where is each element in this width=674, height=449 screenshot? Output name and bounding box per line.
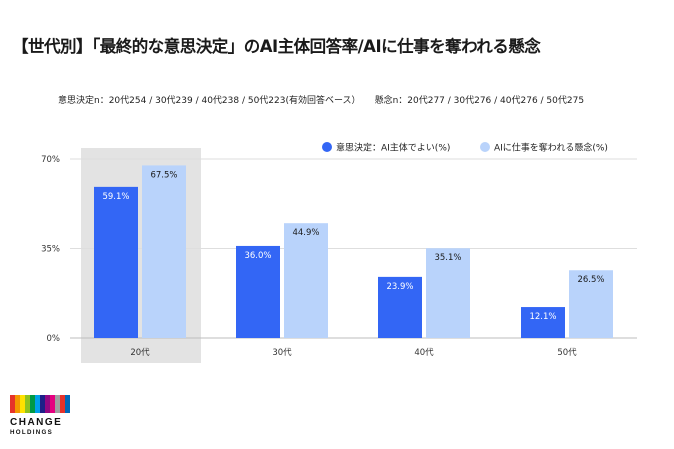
logo-stripe <box>50 395 55 413</box>
logo-text-change: CHANGE <box>10 417 63 428</box>
logo-stripe <box>25 395 30 413</box>
logo-stripe <box>10 395 15 413</box>
bar <box>521 307 565 338</box>
bar-chart: 0% 35% 70% 59.1% 67.5% 20代 36.0% 44.9% 30代 23.9% 3… <box>41 142 637 363</box>
logo-text-holdings: HOLDINGS <box>10 429 54 436</box>
logo-stripe <box>30 395 35 413</box>
bar <box>236 245 280 338</box>
data-label: 26.5% <box>577 275 604 285</box>
x-tick-label: 30代 <box>272 347 292 358</box>
data-label: 36.0% <box>244 251 271 261</box>
x-tick-label: 50代 <box>557 347 577 358</box>
logo-mark <box>10 395 70 413</box>
data-label: 59.1% <box>102 192 129 202</box>
y-tick-label: 35% <box>41 245 60 255</box>
logo-stripe <box>40 395 45 413</box>
logo-stripe <box>60 395 65 413</box>
legend-marker <box>322 142 332 152</box>
logo-stripe <box>45 395 50 413</box>
legend-label: 意思決定：AI主体でよい(%) <box>336 142 450 154</box>
logo-stripe <box>65 395 70 413</box>
chart-title: 【世代別】「最終的な意思決定」のAI主体回答率/AIに仕事を奪われる懸念 <box>12 37 541 56</box>
y-tick-label: 0% <box>47 334 61 344</box>
sample-size-note: 意思決定n：20代254 / 30代239 / 40代238 / 50代223(… <box>58 93 584 106</box>
y-tick-label: 70% <box>41 155 60 165</box>
data-label: 35.1% <box>434 253 461 263</box>
bar <box>142 165 186 338</box>
legend-marker <box>480 142 490 152</box>
x-tick-label: 20代 <box>130 347 150 358</box>
logo-stripe <box>20 395 25 413</box>
data-label: 23.9% <box>386 282 413 292</box>
company-logo: CHANGE HOLDINGS <box>10 395 76 436</box>
bar <box>426 248 470 338</box>
data-label: 67.5% <box>150 170 177 180</box>
legend-label: AIに仕事を奪われる懸念(%) <box>494 142 608 154</box>
logo-stripe <box>35 395 40 413</box>
bar <box>284 223 328 338</box>
bar <box>94 186 138 338</box>
bar <box>378 276 422 338</box>
data-label: 44.9% <box>292 228 319 238</box>
logo-stripe <box>15 395 20 413</box>
x-tick-label: 40代 <box>414 347 434 358</box>
data-label: 12.1% <box>529 312 556 322</box>
logo-stripe <box>55 395 60 413</box>
bar <box>569 270 613 338</box>
sample-size-decision: 意思決定n：20代254 / 30代239 / 40代238 / 50代223(… <box>58 96 361 106</box>
sample-size-concern: 懸念n：20代277 / 30代276 / 40代276 / 50代275 <box>374 96 585 106</box>
